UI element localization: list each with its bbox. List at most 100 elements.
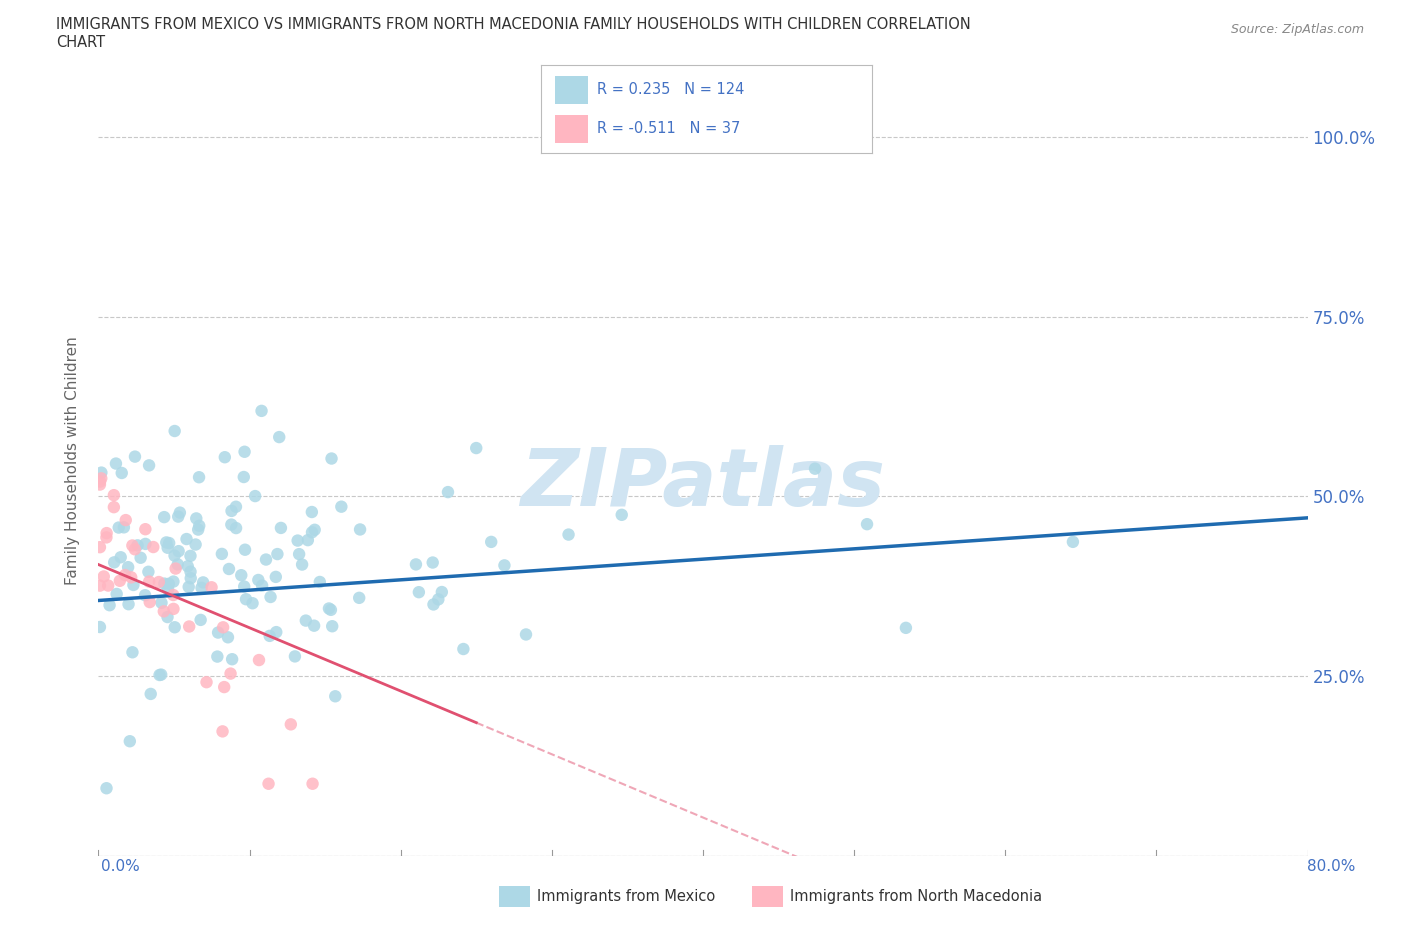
Point — [96, 525, 118, 540]
Point — [120, 570, 142, 585]
Text: Immigrants from North Macedonia: Immigrants from North Macedonia — [790, 889, 1042, 904]
Point — [104, 456, 127, 471]
Point — [301, 505, 323, 520]
Point — [138, 458, 160, 472]
Text: 0.0%: 0.0% — [101, 859, 141, 874]
Point — [167, 544, 190, 559]
Text: Source: ZipAtlas.com: Source: ZipAtlas.com — [1230, 23, 1364, 36]
Point — [114, 512, 136, 527]
Point — [408, 585, 430, 600]
Point — [479, 535, 502, 550]
Point — [138, 565, 160, 579]
Point — [308, 575, 330, 590]
Point — [134, 537, 156, 551]
Point — [247, 653, 270, 668]
Point — [176, 532, 198, 547]
Point — [221, 503, 243, 518]
Point — [150, 595, 173, 610]
Point — [233, 445, 256, 459]
Point — [157, 582, 180, 597]
Point — [323, 689, 346, 704]
Point — [465, 441, 488, 456]
Point — [427, 591, 450, 606]
Point — [211, 547, 233, 562]
Point — [148, 668, 170, 683]
Point — [107, 520, 129, 535]
Point — [422, 555, 444, 570]
Point — [162, 588, 184, 603]
Point — [254, 552, 277, 567]
Point — [321, 451, 343, 466]
Point — [96, 530, 118, 545]
Bar — [554, 75, 588, 104]
Point — [108, 574, 131, 589]
Point — [270, 521, 292, 536]
Point — [295, 613, 318, 628]
Point — [188, 470, 211, 485]
Point — [97, 578, 120, 593]
Point — [142, 539, 165, 554]
Point — [330, 499, 353, 514]
Point — [288, 547, 311, 562]
Point — [162, 602, 184, 617]
Point — [169, 505, 191, 520]
Point — [437, 485, 460, 499]
Point — [153, 510, 176, 525]
Point — [297, 533, 319, 548]
Point — [180, 565, 202, 579]
Point — [225, 521, 247, 536]
Point — [122, 578, 145, 592]
Point — [218, 562, 240, 577]
Point — [264, 569, 287, 584]
Point — [166, 557, 188, 572]
Point — [304, 523, 326, 538]
Point — [247, 573, 270, 588]
Point — [163, 423, 186, 438]
Point — [243, 488, 266, 503]
Point — [264, 625, 287, 640]
Point — [207, 649, 229, 664]
Point — [111, 466, 134, 481]
Point — [557, 527, 579, 542]
Text: R = 0.235   N = 124: R = 0.235 N = 124 — [598, 83, 745, 98]
Y-axis label: Family Households with Children: Family Households with Children — [65, 336, 80, 585]
Point — [349, 522, 371, 537]
Point — [103, 487, 125, 502]
Point — [155, 535, 177, 550]
Text: 80.0%: 80.0% — [1308, 859, 1355, 874]
Point — [430, 585, 453, 600]
Point — [153, 604, 176, 618]
Point — [124, 542, 146, 557]
Point — [163, 619, 186, 634]
Point — [150, 667, 173, 682]
Point — [221, 517, 243, 532]
Point — [112, 520, 135, 535]
Point — [103, 499, 125, 514]
Point — [195, 675, 218, 690]
Point — [156, 609, 179, 624]
Point — [232, 470, 254, 485]
Point — [190, 580, 212, 595]
Point — [225, 499, 247, 514]
Point — [266, 547, 288, 562]
Point — [129, 551, 152, 565]
Point — [1062, 535, 1084, 550]
Point — [153, 577, 176, 591]
Point — [250, 404, 273, 418]
Point — [138, 574, 160, 589]
Point — [89, 474, 111, 489]
Point — [212, 680, 235, 695]
Point — [90, 471, 112, 485]
Point — [156, 540, 179, 555]
Point — [127, 538, 149, 552]
Point — [121, 644, 143, 659]
Text: R = -0.511   N = 37: R = -0.511 N = 37 — [598, 121, 741, 136]
Point — [284, 649, 307, 664]
Point — [347, 591, 370, 605]
Point — [187, 522, 209, 537]
Point — [89, 619, 111, 634]
Point — [405, 557, 427, 572]
Point — [259, 629, 281, 644]
Point — [221, 652, 243, 667]
Bar — [554, 114, 588, 143]
